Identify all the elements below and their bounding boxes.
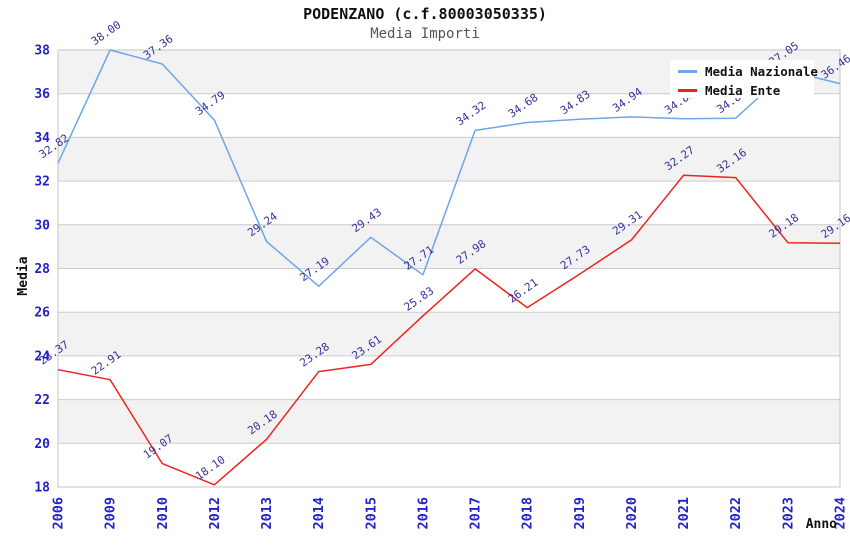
x-tick-label: 2021 (676, 497, 692, 530)
x-tick-label: 2017 (468, 497, 484, 530)
x-tick-label: 2006 (51, 497, 67, 530)
x-tick-label: 2015 (363, 497, 379, 530)
point-label: 34.68 (506, 91, 541, 121)
x-tick-label: 2014 (311, 497, 327, 530)
x-tick-label: 2012 (207, 497, 223, 530)
y-tick-label: 28 (34, 262, 50, 277)
x-tick-label: 2009 (103, 497, 119, 530)
x-tick-label: 2023 (780, 497, 796, 530)
y-tick-label: 38 (34, 44, 50, 59)
plot-border (57, 49, 841, 488)
y-tick-label: 24 (34, 349, 50, 364)
point-label: 34.32 (454, 99, 489, 129)
legend-label: Media Ente (705, 83, 781, 98)
plot-band (58, 312, 840, 356)
point-label: 26.21 (506, 276, 541, 306)
x-tick-label: 2024 (833, 497, 849, 530)
y-tick-label: 32 (34, 175, 50, 190)
plot-band (58, 137, 840, 182)
x-tick-label: 2018 (520, 497, 536, 530)
y-axis-title: Media (16, 256, 31, 295)
y-tick-label: 34 (34, 131, 50, 146)
series-line-media-ente (57, 174, 841, 486)
point-label: 38.00 (89, 18, 124, 48)
x-tick-label: 2022 (728, 497, 744, 530)
y-tick-label: 26 (34, 306, 50, 321)
plot-band (58, 224, 840, 269)
chart-subtitle: Media Importi (370, 26, 480, 42)
x-tick-label: 2016 (415, 497, 431, 530)
legend-label: Media Nazionale (705, 64, 818, 79)
y-tick-label: 22 (34, 393, 50, 408)
plot-band (58, 399, 840, 444)
x-tick-label: 2020 (624, 497, 640, 530)
y-tick-label: 18 (34, 481, 50, 496)
y-tick-label: 36 (34, 87, 50, 102)
y-tick-label: 20 (34, 437, 50, 452)
series-line-media-nazionale (57, 49, 841, 287)
x-tick-label: 2010 (155, 497, 171, 530)
x-tick-label: 2013 (259, 497, 275, 530)
x-axis-title: Anno (806, 517, 837, 532)
y-tick-label: 30 (34, 218, 50, 233)
chart-title: PODENZANO (c.f.80003050335) (303, 5, 547, 23)
x-tick-label: 2019 (572, 497, 588, 530)
